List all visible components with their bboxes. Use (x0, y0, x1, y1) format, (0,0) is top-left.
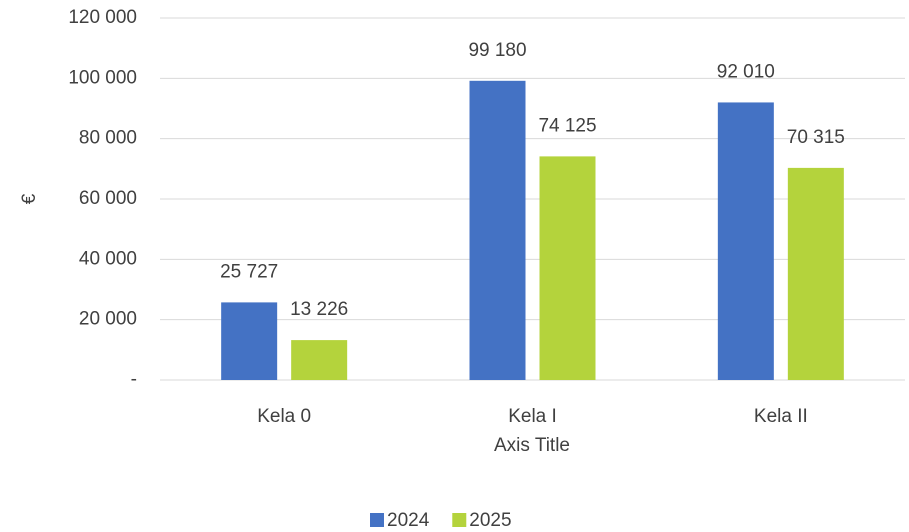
x-tick-label: Kela 0 (257, 406, 311, 427)
bar (291, 340, 348, 380)
data-label: 13 226 (290, 299, 348, 320)
legend-label: 2025 (469, 510, 511, 531)
y-tick-label: 100 000 (68, 67, 137, 88)
x-tick-label: Kela I (508, 406, 557, 427)
y-tick-label: - (131, 369, 137, 390)
y-tick-label: 120 000 (68, 7, 137, 28)
data-label: 92 010 (717, 61, 775, 82)
legend-swatch (370, 513, 384, 527)
y-axis-title: € (19, 193, 40, 204)
y-tick-label: 60 000 (79, 188, 137, 209)
data-label: 74 125 (538, 115, 596, 136)
data-label: 70 315 (787, 127, 845, 148)
data-label: 99 180 (468, 40, 526, 61)
data-label: 25 727 (220, 261, 278, 282)
legend-label: 2024 (387, 510, 430, 531)
x-tick-label: Kela II (754, 406, 808, 427)
bar (539, 156, 596, 380)
y-tick-label: 40 000 (79, 248, 137, 269)
x-axis-title: Axis Title (494, 435, 570, 456)
bar (221, 302, 278, 380)
legend-swatch (452, 513, 467, 527)
y-tick-label: 20 000 (79, 309, 137, 330)
bar (717, 102, 774, 381)
bar (469, 80, 526, 380)
y-tick-label: 80 000 (79, 128, 137, 149)
bar (787, 167, 844, 380)
